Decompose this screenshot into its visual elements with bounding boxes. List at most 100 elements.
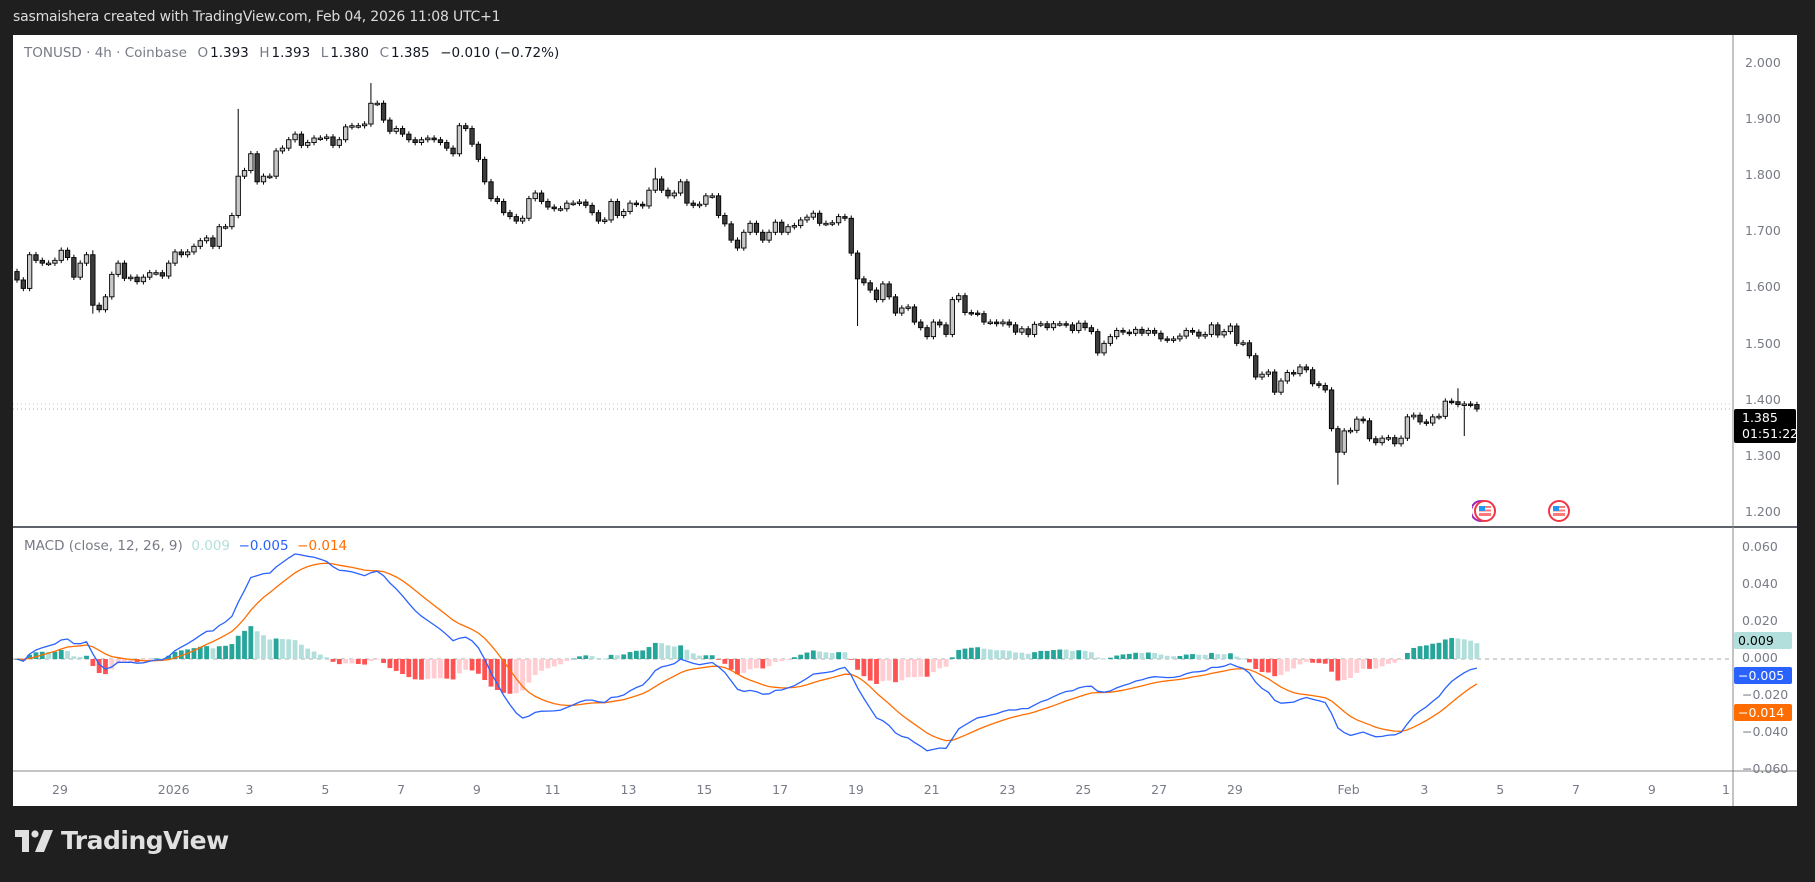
- candle-body: [1366, 420, 1373, 440]
- candle-body: [1272, 371, 1278, 393]
- candle-body: [1132, 328, 1139, 334]
- candle: [1379, 435, 1385, 446]
- candle: [968, 309, 974, 316]
- macd-histogram-bar: [1259, 659, 1265, 672]
- macd-histogram-bar: [728, 659, 734, 670]
- candle: [286, 136, 292, 151]
- macd-histogram-bar: [261, 635, 266, 659]
- macd-histogram-bar: [438, 659, 443, 679]
- macd-histogram-bar: [608, 654, 614, 659]
- candle: [456, 122, 463, 157]
- macd-histogram-bar: [1101, 658, 1107, 660]
- candle: [121, 260, 128, 282]
- candle-body: [475, 143, 482, 160]
- macd-histogram-bar: [1284, 659, 1290, 672]
- macd-histogram-bar: [1095, 657, 1101, 659]
- tradingview-logo[interactable]: TradingView: [15, 826, 229, 855]
- macd-histogram-bar: [640, 650, 646, 659]
- macd-histogram-bar: [1013, 652, 1018, 659]
- time-axis-label: 27: [1151, 782, 1168, 797]
- candle: [368, 83, 374, 127]
- candle: [804, 214, 810, 223]
- candle-body: [633, 202, 640, 206]
- candle: [26, 251, 33, 292]
- candle-body: [380, 102, 387, 121]
- candle: [899, 305, 905, 316]
- candle-body: [1183, 330, 1189, 337]
- tradingview-logo-icon: [15, 829, 53, 852]
- economic-event-marker[interactable]: [1470, 499, 1496, 523]
- candle: [412, 136, 418, 146]
- candle-body: [1240, 342, 1246, 345]
- candle-body: [147, 272, 153, 278]
- macd-histogram-bar: [1386, 659, 1391, 664]
- candle: [538, 190, 545, 205]
- candle: [1006, 319, 1012, 328]
- candle-body: [583, 201, 589, 206]
- candle: [1448, 398, 1455, 405]
- candle-body: [1316, 383, 1322, 386]
- macd-histogram-bar: [931, 659, 936, 673]
- candle: [254, 150, 260, 185]
- candle-body: [842, 216, 848, 219]
- candles-layer: [14, 83, 1480, 485]
- time-axis-label: 21: [923, 782, 940, 797]
- candle: [1208, 322, 1215, 338]
- economic-event-marker[interactable]: [1547, 499, 1571, 523]
- candle: [602, 217, 608, 224]
- symbol-info[interactable]: TONUSD · 4h · Coinbase: [24, 45, 187, 61]
- macd-histogram-bar: [457, 659, 462, 674]
- candle-body: [1379, 437, 1385, 444]
- candle-body: [1474, 404, 1480, 410]
- candle-body: [431, 137, 437, 141]
- macd-histogram-bar: [596, 658, 601, 659]
- candle-body: [747, 222, 753, 233]
- candle-body: [260, 175, 267, 183]
- candle-body: [791, 225, 798, 228]
- macd-signal-tag: −0.014: [1734, 704, 1792, 721]
- candle: [962, 292, 968, 316]
- macd-histogram-bar: [659, 643, 665, 659]
- candle: [886, 281, 892, 300]
- macd-histogram-bar: [551, 659, 557, 667]
- macd-histogram-bar: [1171, 656, 1176, 659]
- candle: [1221, 328, 1227, 338]
- price-axis-label: 1.600: [1745, 279, 1781, 295]
- macd-axis-label: 0.060: [1742, 539, 1778, 554]
- price-axis-label: 1.400: [1745, 391, 1781, 407]
- candle: [684, 179, 690, 206]
- candle-body: [317, 137, 324, 141]
- bar-countdown: 01:51:22: [1742, 426, 1799, 441]
- candle-body: [798, 219, 804, 227]
- candle: [1392, 434, 1398, 447]
- macd-title[interactable]: MACD (close, 12, 26, 9): [24, 538, 183, 554]
- candle-body: [993, 321, 1000, 325]
- candle: [166, 260, 172, 279]
- candle-body: [1164, 338, 1170, 341]
- macd-histogram-bar: [109, 659, 115, 670]
- candle-body: [538, 192, 545, 202]
- macd-histogram-bar: [1405, 652, 1410, 659]
- macd-histogram-bar: [1145, 652, 1151, 659]
- candle: [1196, 329, 1202, 339]
- macd-histogram-bar: [374, 659, 380, 660]
- macd-histogram-bar: [855, 659, 860, 670]
- candle-body: [1259, 373, 1265, 378]
- candle: [956, 292, 962, 303]
- macd-histogram-bar: [185, 649, 191, 659]
- macd-histogram-bar: [1114, 655, 1120, 659]
- macd-histogram-bar: [324, 657, 330, 659]
- candle: [760, 229, 766, 243]
- candle: [406, 131, 412, 143]
- macd-histogram-bar: [210, 648, 216, 659]
- candle-body: [267, 175, 273, 179]
- candle-body: [1303, 366, 1309, 371]
- macd-histogram-bar: [716, 659, 721, 660]
- chart-panel[interactable]: [13, 35, 1797, 806]
- time-axis-label: 7: [397, 782, 406, 797]
- candle-body: [779, 221, 785, 233]
- candle: [658, 176, 665, 194]
- macd-histogram-bar: [216, 646, 222, 659]
- macd-histogram-bar: [1215, 654, 1221, 659]
